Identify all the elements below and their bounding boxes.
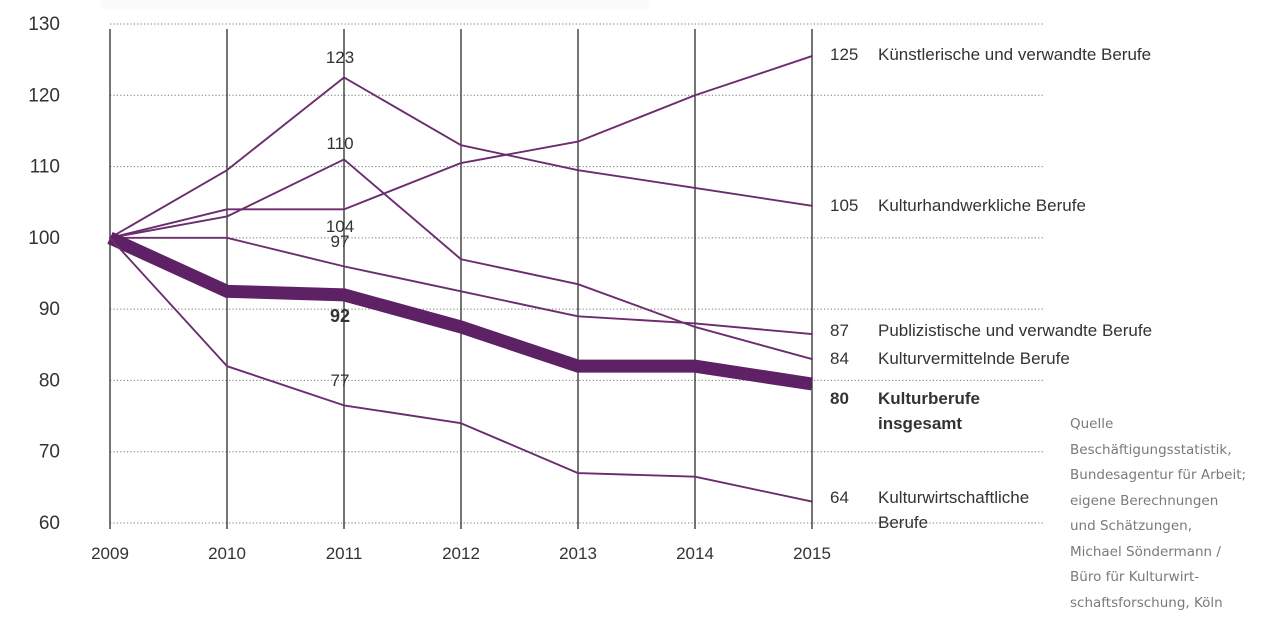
data-label: 123 xyxy=(326,48,354,67)
series-name-label: Künstlerische und verwandte Berufe xyxy=(878,45,1151,64)
source-note: Quelle Beschäftigungsstatistik, Bundesag… xyxy=(1070,412,1280,616)
y-tick-label: 80 xyxy=(39,370,60,391)
source-line: schaftsforschung, Köln xyxy=(1070,594,1223,611)
y-tick-label: 130 xyxy=(28,14,60,35)
chart-grid xyxy=(109,23,1045,529)
x-tick-label: 2015 xyxy=(793,544,831,563)
series-end-value: 105 xyxy=(830,196,858,215)
data-label: 104 xyxy=(326,217,354,236)
data-label: 77 xyxy=(331,371,350,390)
series-end-value: 125 xyxy=(830,45,858,64)
series-line-total xyxy=(107,231,813,391)
y-axis-tick-labels: 60 70 80 90 100 110 120 130 xyxy=(28,14,60,534)
series-name-label: Kulturhandwerkliche Berufe xyxy=(878,196,1086,215)
source-line: Büro für Kulturwirt- xyxy=(1070,569,1200,585)
y-tick-label: 110 xyxy=(30,157,60,178)
series-line xyxy=(109,236,813,503)
x-tick-label: 2013 xyxy=(559,544,597,563)
series-name-label: Kulturwirtschaftliche xyxy=(878,488,1029,507)
series-line xyxy=(109,76,813,239)
series-line xyxy=(109,55,813,239)
series-end-value: 80 xyxy=(830,389,849,408)
series-name-label: Publizistische und verwandte Berufe xyxy=(878,321,1152,340)
faded-title-strip xyxy=(100,0,650,9)
x-tick-label: 2010 xyxy=(208,544,246,563)
series-end-value: 87 xyxy=(830,321,849,340)
series-name-label: insgesamt xyxy=(878,414,962,433)
y-tick-label: 70 xyxy=(39,442,60,463)
x-axis-tick-labels: 2009 2010 2011 2012 2013 2014 2015 xyxy=(91,544,831,563)
source-line: Beschäftigungsstatistik, xyxy=(1070,441,1232,458)
series-line xyxy=(109,158,813,360)
y-tick-label: 100 xyxy=(28,228,60,249)
series-name-label: Kulturvermittelnde Berufe xyxy=(878,349,1070,368)
series-lines xyxy=(107,55,813,503)
series-end-value: 64 xyxy=(830,488,849,507)
series-name-label: Kulturberufe xyxy=(878,389,980,408)
series-name-label: Berufe xyxy=(878,513,928,532)
y-tick-label: 60 xyxy=(39,513,60,534)
x-tick-label: 2014 xyxy=(676,544,714,563)
x-tick-label: 2011 xyxy=(326,544,363,563)
x-tick-label: 2012 xyxy=(442,544,480,563)
series-end-labels: 125 Künstlerische und verwandte Berufe 105… xyxy=(830,45,1152,532)
source-line: eigene Berechnungen xyxy=(1070,492,1219,509)
source-line: Bundesagentur für Arbeit; xyxy=(1070,467,1247,483)
data-label: 92 xyxy=(330,306,350,326)
source-line: Quelle xyxy=(1070,416,1114,432)
y-tick-label: 90 xyxy=(39,299,60,320)
series-line xyxy=(109,236,813,336)
source-line: Michael Söndermann / xyxy=(1070,543,1221,560)
source-line: und Schätzungen, xyxy=(1070,518,1193,534)
y-tick-label: 120 xyxy=(28,85,60,106)
series-end-value: 84 xyxy=(830,349,849,368)
data-label: 110 xyxy=(326,134,353,153)
data-label: 97 xyxy=(331,232,350,251)
x-tick-label: 2009 xyxy=(91,544,129,563)
